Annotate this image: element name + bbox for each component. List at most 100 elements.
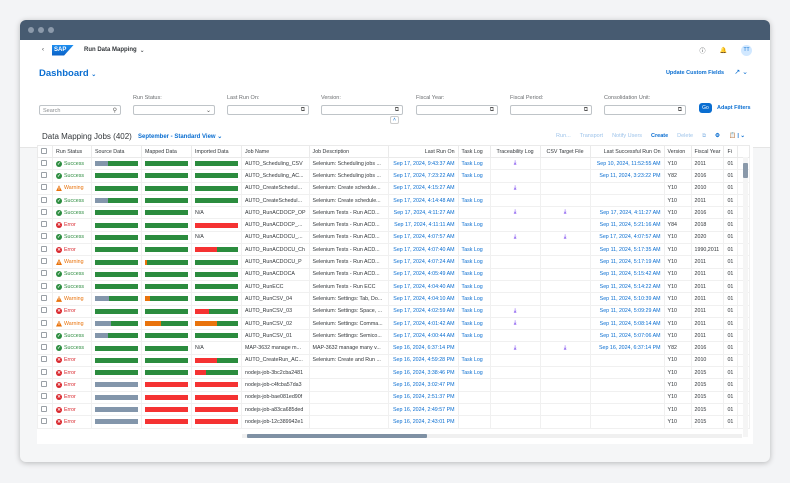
vertical-scrollbar[interactable] (743, 157, 748, 437)
run-button[interactable]: Run... (556, 133, 571, 139)
task-log-link[interactable]: Task Log (457, 243, 491, 257)
row-checkbox[interactable] (41, 184, 47, 191)
column-header[interactable]: Traceability Log (489, 145, 541, 158)
share-icon[interactable]: ↗ ⌄ (734, 69, 748, 76)
app-title[interactable]: Run Data Mapping (84, 47, 137, 53)
download-icon[interactable]: ⤓ (563, 209, 567, 216)
row-checkbox[interactable] (41, 171, 47, 178)
search-icon[interactable]: ⚲ (112, 108, 117, 114)
table-row[interactable]: ! Warning AUTO_CreateSchedul... Selenium: C… (37, 181, 751, 195)
avatar[interactable]: TT (741, 44, 752, 56)
task-log-link[interactable] (457, 181, 491, 195)
row-select[interactable] (37, 255, 53, 269)
table-row[interactable]: ✓ Success AUTO_Scheduling_CSV Selenium: Sch… (37, 156, 751, 171)
column-header[interactable]: Last Run On (387, 145, 459, 158)
row-checkbox[interactable] (41, 331, 47, 338)
column-header[interactable]: CSV Target File (539, 145, 591, 158)
table-row[interactable]: ✓ Success AUTO_Scheduling_AC... Selenium: S… (37, 169, 751, 183)
row-checkbox[interactable] (41, 294, 47, 301)
last-run-on[interactable]: Sep 17, 2024, 4:11:11 AM (387, 218, 459, 232)
delete-button[interactable]: Delete (677, 133, 694, 139)
row-checkbox[interactable] (41, 307, 47, 314)
value-help-icon[interactable]: ⧉ (394, 107, 399, 113)
table-row[interactable]: ✕ Error AUTO_RunACDOCU_Ch Selenium Tests - … (37, 243, 751, 257)
table-row[interactable]: ✓ Success AUTO_CreateSchedul... Selenium: C… (37, 193, 751, 208)
task-log-link[interactable]: Task Log (457, 218, 491, 232)
last-run-on[interactable]: Sep 16, 2024, 2:51:37 PM (387, 390, 459, 404)
task-log-link[interactable]: Task Log (457, 304, 491, 318)
last-run-on[interactable]: Sep 16, 2024, 6:37:14 PM (387, 341, 459, 355)
last-run-on[interactable]: Sep 16, 2024, 2:43:01 PM (387, 415, 459, 429)
download-icon[interactable]: ⤓ (513, 344, 517, 351)
row-select[interactable] (37, 378, 53, 392)
download-icon[interactable]: ⤓ (513, 184, 517, 191)
back-icon[interactable]: ‹ (42, 47, 44, 53)
download-icon[interactable]: ⤓ (513, 307, 517, 314)
task-log-link[interactable] (457, 378, 491, 392)
chevron-down-icon[interactable]: ⌄ (91, 72, 97, 78)
traceability-log[interactable]: ⤓ (489, 181, 541, 195)
copy-icon[interactable]: ⧉ (702, 133, 706, 139)
traceability-log[interactable]: ⤓ (489, 230, 541, 245)
row-checkbox[interactable] (41, 208, 47, 215)
value-help-icon[interactable]: ⧉ (300, 107, 305, 113)
column-header[interactable]: Mapped Data (141, 145, 192, 158)
last-run-on[interactable]: Sep 17, 2024, 4:00:44 AM (387, 329, 459, 343)
update-custom-fields-link[interactable]: Update Custom Fields (665, 70, 724, 76)
row-select[interactable] (37, 230, 53, 245)
last-run-on[interactable]: Sep 17, 2024, 4:07:57 AM (387, 230, 459, 245)
last-run-on-input[interactable]: ⧉ (227, 105, 309, 115)
task-log-link[interactable] (457, 206, 491, 220)
row-checkbox[interactable] (41, 233, 47, 240)
row-select[interactable] (37, 206, 53, 220)
row-checkbox[interactable] (41, 282, 47, 289)
last-run-on[interactable]: Sep 16, 2024, 3:02:47 PM (387, 378, 459, 392)
download-icon[interactable]: ⤓ (513, 160, 517, 167)
table-row[interactable]: ✕ Error nodejs-job-bae081ed90f Sep 16, 2024… (37, 390, 751, 404)
window-dot-icon[interactable] (48, 27, 54, 33)
table-row[interactable]: ✓ Success AUTO_RunCSV_01 Selenium: Settings… (37, 329, 751, 343)
window-dot-icon[interactable] (38, 27, 44, 33)
table-row[interactable]: ✕ Error AUTO_RunCSV_03 Selenium: Settings: … (37, 304, 751, 318)
adapt-filters-button[interactable]: Adapt Filters (717, 105, 751, 111)
traceability-log[interactable]: ⤓ (489, 316, 541, 331)
row-select[interactable] (37, 156, 53, 171)
task-log-link[interactable]: Task Log (457, 353, 491, 368)
last-run-on[interactable]: Sep 17, 2024, 4:01:42 AM (387, 316, 459, 331)
table-row[interactable]: ✕ Error AUTO_RunACDOCP_... Selenium Tests -… (37, 218, 751, 232)
row-select[interactable] (37, 402, 53, 417)
task-log-link[interactable]: Task Log (457, 267, 491, 281)
variant-selector[interactable]: September - Standard View ⌄ (138, 133, 222, 140)
collapse-header-button[interactable]: ˄ (390, 116, 399, 124)
column-header[interactable]: Imported Data (191, 145, 242, 158)
table-row[interactable]: ✓ Success N/A AUTO_RunACDOCP_OP Selenium Tes… (37, 206, 751, 220)
table-row[interactable]: ✓ Success N/A AUTO_RunACDOCU_... Selenium Te… (37, 230, 751, 245)
column-header[interactable]: Job Name (241, 145, 310, 158)
last-run-on[interactable]: Sep 17, 2024, 4:04:40 AM (387, 279, 459, 294)
column-header[interactable]: Fiscal Year (690, 145, 725, 158)
fiscal-period-input[interactable]: ⧉ (510, 105, 592, 115)
csv-target-file[interactable]: ⤓ (539, 230, 591, 245)
last-run-on[interactable]: Sep 17, 2024, 9:43:37 AM (387, 156, 459, 171)
task-log-link[interactable]: Task Log (457, 292, 491, 306)
download-icon[interactable]: ⤓ (513, 209, 517, 216)
value-help-icon[interactable]: ⧉ (489, 107, 494, 113)
help-icon[interactable]: ⓘ (699, 48, 706, 55)
last-run-on[interactable]: Sep 17, 2024, 4:02:59 AM (387, 304, 459, 318)
row-select[interactable] (37, 304, 53, 318)
window-dot-icon[interactable] (28, 27, 34, 33)
last-run-on[interactable]: Sep 17, 2024, 4:15:27 AM (387, 181, 459, 195)
task-log-link[interactable]: Task Log (457, 193, 491, 208)
row-select[interactable] (37, 193, 53, 208)
traceability-log[interactable]: ⤓ (489, 304, 541, 318)
create-button[interactable]: Create (651, 133, 669, 139)
last-run-on[interactable]: Sep 17, 2024, 4:07:40 AM (387, 243, 459, 257)
column-header[interactable]: Last Successful Run On (589, 145, 665, 158)
row-checkbox[interactable] (41, 221, 47, 228)
row-select[interactable] (37, 243, 53, 257)
select-all-checkbox[interactable] (37, 145, 53, 158)
download-icon[interactable]: ⤓ (513, 320, 517, 326)
traceability-log[interactable]: ⤓ (489, 206, 541, 220)
fiscal-year-input[interactable]: ⧉ (416, 105, 498, 115)
value-help-icon[interactable]: ⧉ (677, 107, 682, 113)
